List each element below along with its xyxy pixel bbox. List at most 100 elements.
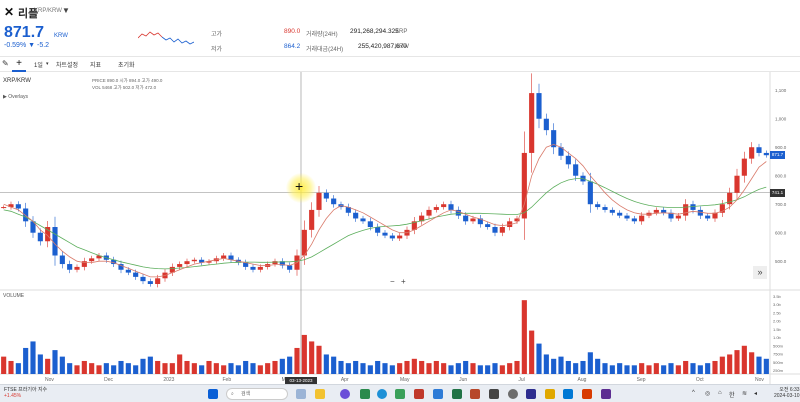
volume-bar bbox=[375, 360, 381, 374]
volume-bar bbox=[199, 365, 205, 374]
candle-body bbox=[492, 227, 498, 233]
volume-bar bbox=[155, 360, 161, 374]
reset-button[interactable]: 초기화 bbox=[118, 63, 135, 69]
volume-bar bbox=[265, 363, 271, 374]
excel-icon[interactable] bbox=[452, 389, 462, 399]
volume-bar bbox=[360, 363, 366, 374]
volume-bar bbox=[287, 356, 293, 374]
draw-pencil-icon[interactable]: ✎ bbox=[2, 59, 9, 68]
scroll-to-latest-button[interactable]: » bbox=[753, 266, 767, 279]
zoom-in-button[interactable]: + bbox=[401, 277, 406, 286]
volume-bar bbox=[23, 347, 29, 374]
clock[interactable]: 오전 6:33 2024-03-10 bbox=[774, 387, 800, 399]
edge-browser-icon[interactable] bbox=[377, 389, 387, 399]
crosshair-tool-icon[interactable]: + bbox=[12, 57, 26, 72]
volume-bar bbox=[177, 354, 183, 374]
candle-body bbox=[52, 227, 58, 256]
copilot-icon[interactable] bbox=[340, 389, 350, 399]
start-menu-icon[interactable] bbox=[208, 389, 218, 399]
app-icon-3[interactable] bbox=[414, 389, 424, 399]
volume-bar bbox=[243, 360, 249, 374]
ma-fast-line bbox=[3, 143, 767, 278]
candle-body bbox=[499, 227, 505, 233]
chart-settings-button[interactable]: 차트설정 bbox=[56, 63, 79, 69]
zoom-out-button[interactable]: − bbox=[390, 277, 395, 286]
price-chart-area[interactable]: 1,100 1,000 900.0 800.0 700.0 600.0 500.0 3.5b 3… bbox=[0, 72, 800, 385]
app-icon-6[interactable] bbox=[526, 389, 536, 399]
x-tick-label: Jun bbox=[459, 377, 467, 383]
candle-body bbox=[756, 147, 762, 153]
indicators-button[interactable]: 지표 bbox=[90, 63, 102, 69]
app-icon-2[interactable] bbox=[395, 389, 405, 399]
candle-body bbox=[257, 266, 263, 270]
tray-wifi-icon[interactable]: ≋ bbox=[742, 391, 748, 397]
x-tick-label: Aug bbox=[578, 377, 587, 383]
candle-body bbox=[470, 218, 476, 222]
tray-chevron-icon[interactable]: ^ bbox=[692, 390, 695, 396]
volume-bar bbox=[81, 360, 87, 374]
current-price: 871.7 bbox=[4, 24, 45, 41]
volume-bar bbox=[455, 363, 461, 374]
candle-body bbox=[433, 207, 439, 210]
interval-select[interactable]: 1일 bbox=[34, 63, 43, 69]
clock-time: 오전 6:33 bbox=[779, 387, 800, 393]
volume-tick-label: 3.5b bbox=[773, 294, 782, 299]
candle-body bbox=[89, 258, 95, 262]
candle-body bbox=[184, 261, 190, 265]
tray-network-icon[interactable]: ⌂ bbox=[718, 390, 722, 396]
candle-body bbox=[331, 198, 337, 205]
volume-bar bbox=[624, 365, 630, 374]
app-icon-9[interactable] bbox=[582, 389, 592, 399]
coin-select-dropdown-icon[interactable]: ▼ bbox=[62, 6, 70, 15]
search-placeholder: 검색 bbox=[241, 391, 251, 397]
volume-bar bbox=[213, 363, 219, 374]
task-view-icon[interactable] bbox=[296, 389, 306, 399]
tray-app-icon[interactable]: ◎ bbox=[705, 391, 711, 397]
tray-volume-icon[interactable]: ◂ bbox=[754, 391, 758, 397]
candlestick-chart[interactable]: 1,100 1,000 900.0 800.0 700.0 600.0 500.0 3.5b 3… bbox=[0, 72, 800, 384]
app-icon-4[interactable] bbox=[433, 389, 443, 399]
candle-body bbox=[448, 204, 454, 210]
candle-body bbox=[140, 276, 146, 282]
taskbar-search[interactable]: ⌕ 검색 bbox=[226, 388, 288, 400]
overlays-toggle[interactable]: ▶ Overlays bbox=[3, 94, 28, 100]
app-icon-1[interactable] bbox=[360, 389, 370, 399]
candle-body bbox=[485, 224, 491, 228]
x-tick-label: 2023 bbox=[163, 377, 174, 383]
app-icon-8[interactable] bbox=[563, 389, 573, 399]
y-tick-label: 900.0 bbox=[775, 145, 787, 150]
candle-body bbox=[411, 221, 417, 230]
powerpoint-icon[interactable] bbox=[470, 389, 480, 399]
candle-body bbox=[221, 255, 227, 259]
app-icon-7[interactable] bbox=[545, 389, 555, 399]
volume-bar bbox=[345, 363, 351, 374]
volume-bar bbox=[492, 363, 498, 374]
volume-bar bbox=[419, 360, 425, 374]
crosshair-price-tag: 741.1 bbox=[770, 188, 785, 197]
volume-bar bbox=[169, 363, 175, 374]
volume-bar bbox=[235, 365, 241, 374]
candle-body bbox=[573, 164, 579, 176]
price-unit: KRW bbox=[54, 33, 68, 39]
candle-body bbox=[147, 281, 153, 284]
news-widget[interactable]: FTSE 프라기아 지수 +1.45% bbox=[4, 387, 47, 399]
candle-body bbox=[279, 261, 285, 266]
ime-language[interactable]: 한 bbox=[729, 393, 735, 399]
candle-body bbox=[551, 130, 557, 148]
candle-body bbox=[441, 204, 447, 208]
candle-body bbox=[389, 235, 395, 239]
volume-bar bbox=[727, 354, 733, 374]
app-icon-10[interactable] bbox=[601, 389, 611, 399]
candle-body bbox=[125, 269, 131, 273]
volume-bar bbox=[734, 350, 740, 374]
volume-bar bbox=[543, 354, 549, 374]
candle-body bbox=[558, 147, 564, 156]
app-icon-5[interactable] bbox=[489, 389, 499, 399]
volume-bar bbox=[37, 354, 43, 374]
volume-bar bbox=[668, 363, 674, 374]
candle-body bbox=[67, 264, 73, 270]
interval-chevron-icon[interactable]: ▾ bbox=[46, 61, 49, 67]
file-explorer-icon[interactable] bbox=[315, 389, 325, 399]
settings-gear-icon[interactable] bbox=[508, 389, 518, 399]
candle-body bbox=[741, 158, 747, 176]
